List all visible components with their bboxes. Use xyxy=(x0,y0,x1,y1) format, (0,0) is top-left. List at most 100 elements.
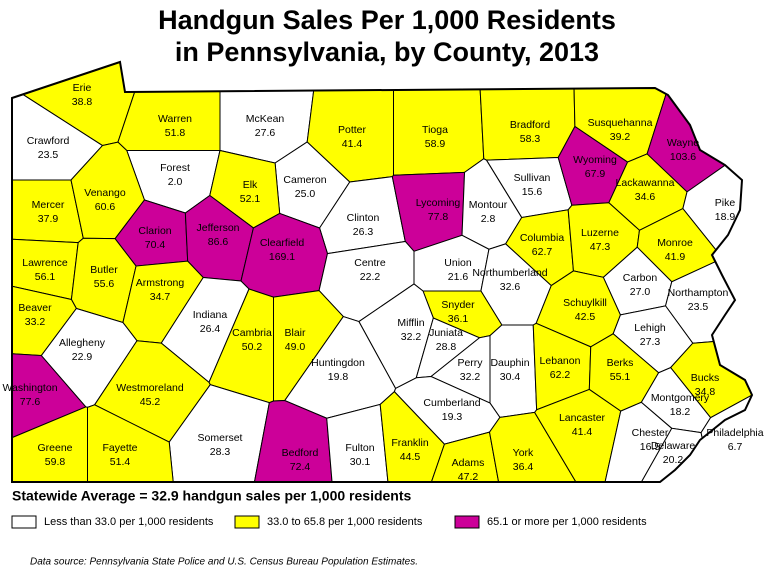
county-name: Centre xyxy=(354,257,386,269)
county-name: Somerset xyxy=(198,432,243,444)
legend-swatch xyxy=(234,515,260,529)
county-name: Montgomery xyxy=(651,392,710,404)
county-value: 22.9 xyxy=(72,351,93,363)
county-name: McKean xyxy=(246,113,285,125)
county-name: Clearfield xyxy=(260,237,305,249)
county-name: Mercer xyxy=(32,199,65,211)
legend-label: 33.0 to 65.8 per 1,000 residents xyxy=(267,516,423,528)
county-value: 41.4 xyxy=(572,426,593,438)
county-name: Forest xyxy=(160,162,190,174)
county-value: 18.9 xyxy=(715,211,736,223)
county-value: 19.3 xyxy=(442,411,463,423)
county-value: 30.1 xyxy=(350,456,371,468)
county-name: Columbia xyxy=(520,232,565,244)
county-name: Huntingdon xyxy=(311,357,365,369)
county-name: Union xyxy=(444,257,472,269)
county-value: 41.4 xyxy=(342,138,363,150)
county-value: 47.3 xyxy=(590,241,611,253)
county-name: Greene xyxy=(37,442,72,454)
county-name: Lackawanna xyxy=(616,177,675,189)
county-name: Bradford xyxy=(510,119,550,131)
county-name: Delaware xyxy=(651,440,696,452)
county-value: 41.9 xyxy=(665,251,686,263)
county-value: 50.2 xyxy=(242,341,263,353)
county-name: Lancaster xyxy=(559,412,606,424)
county-name: Dauphin xyxy=(490,357,529,369)
county-name: Potter xyxy=(338,124,367,136)
county-value: 51.8 xyxy=(165,127,186,139)
county-name: Warren xyxy=(158,113,192,125)
county-value: 67.9 xyxy=(585,168,606,180)
county-name: Lycoming xyxy=(416,197,461,209)
county-value: 2.8 xyxy=(481,213,496,225)
county-value: 60.6 xyxy=(95,201,116,213)
county-name: Lebanon xyxy=(540,355,581,367)
county-value: 2.0 xyxy=(168,176,183,188)
county-value: 37.9 xyxy=(38,213,59,225)
county-name: Bedford xyxy=(282,447,319,459)
state-outline xyxy=(11,60,754,483)
county-value: 39.2 xyxy=(610,131,631,143)
county-name: Tioga xyxy=(422,124,448,136)
county-name: Philadelphia xyxy=(706,427,763,439)
county-value: 44.5 xyxy=(400,451,421,463)
county-value: 26.3 xyxy=(353,226,374,238)
county-value: 23.5 xyxy=(688,301,709,313)
county-value: 28.3 xyxy=(210,446,231,458)
county-value: 56.1 xyxy=(35,271,56,283)
county-name: Washington xyxy=(2,382,57,394)
county-name: Montour xyxy=(469,199,508,211)
county-name: Monroe xyxy=(657,237,693,249)
county-name: Allegheny xyxy=(59,337,106,349)
county-name: Adams xyxy=(452,457,485,469)
county-name: Sullivan xyxy=(514,172,551,184)
title-line: Handgun Sales Per 1,000 Residents xyxy=(158,5,616,35)
county-name: Northampton xyxy=(668,287,729,299)
county-value: 6.7 xyxy=(728,441,743,453)
county-value: 22.2 xyxy=(360,271,381,283)
county-name: Blair xyxy=(284,327,306,339)
county-value: 51.4 xyxy=(110,456,131,468)
county-value: 86.6 xyxy=(208,236,229,248)
county-value: 52.1 xyxy=(240,193,261,205)
county-name: Berks xyxy=(607,357,634,369)
legend-label: 65.1 or more per 1,000 residents xyxy=(487,516,647,528)
county-value: 72.4 xyxy=(290,461,311,473)
county-value: 36.1 xyxy=(448,313,469,325)
county-name: Bucks xyxy=(691,372,720,384)
county-value: 62.2 xyxy=(550,369,571,381)
county-value: 49.0 xyxy=(285,341,306,353)
county-value: 55.6 xyxy=(94,278,115,290)
county-name: Snyder xyxy=(441,299,475,311)
source: Data source: Pennsylvania State Police a… xyxy=(30,557,418,568)
county-value: 16.5 xyxy=(640,441,661,453)
county xyxy=(393,62,485,176)
county-name: Indiana xyxy=(193,309,228,321)
legend-swatch xyxy=(454,515,480,529)
county-value: 103.6 xyxy=(670,151,696,163)
county-name: Jefferson xyxy=(197,222,240,234)
county-value: 70.4 xyxy=(145,239,166,251)
county-value: 77.8 xyxy=(428,211,449,223)
legend-swatch xyxy=(11,515,37,529)
county-name: Clinton xyxy=(347,212,380,224)
county-value: 62.7 xyxy=(532,246,553,258)
county-value: 59.8 xyxy=(45,456,66,468)
county-name: Beaver xyxy=(18,302,52,314)
county-value: 36.4 xyxy=(513,461,534,473)
county-name: Wyoming xyxy=(573,154,617,166)
county-value: 20.2 xyxy=(663,454,684,466)
county-name: Wayne xyxy=(667,137,699,149)
county-value: 27.0 xyxy=(630,286,651,298)
county-value: 19.8 xyxy=(328,371,349,383)
county-name: Cameron xyxy=(283,174,326,186)
county-name: Franklin xyxy=(391,437,429,449)
county-name: Perry xyxy=(457,357,483,369)
county-value: 15.6 xyxy=(522,186,543,198)
county-value: 26.4 xyxy=(200,323,221,335)
county-name: Crawford xyxy=(27,135,70,147)
county-name: Westmoreland xyxy=(116,382,184,394)
county-name: Cambria xyxy=(232,327,272,339)
county-value: 32.6 xyxy=(500,281,521,293)
